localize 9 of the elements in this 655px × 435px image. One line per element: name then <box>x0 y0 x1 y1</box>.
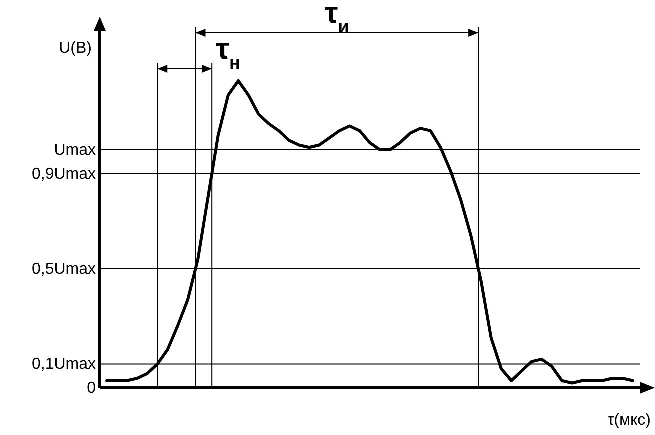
x-axis-title: τ(мкс) <box>608 412 651 429</box>
annotation: τ$_{и}$ <box>324 0 350 37</box>
y-tick-label: 0,5Umax <box>32 261 96 278</box>
y-tick-label: Umax <box>54 142 96 159</box>
annotation: τ$_{н}$ <box>216 33 240 73</box>
y-tick-label: 0 <box>87 380 96 397</box>
y-axis-title: U(В) <box>59 40 92 57</box>
y-tick-label: 0,9Umax <box>32 166 96 183</box>
y-tick-label: 0,1Umax <box>32 356 96 374</box>
